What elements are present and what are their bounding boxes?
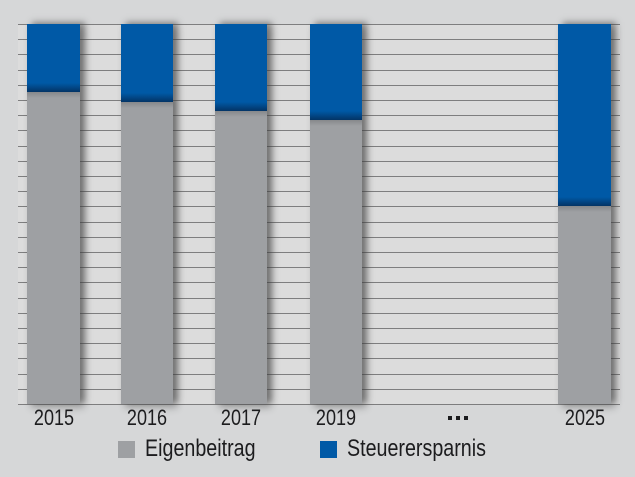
segment-eigenbeitrag — [558, 205, 611, 404]
bar-2019 — [310, 24, 362, 404]
segment-steuerersparnis — [27, 24, 80, 93]
segment-eigenbeitrag — [215, 110, 267, 404]
segment-steuerersparnis — [121, 24, 173, 102]
legend-label-eigenbeitrag: Eigenbeitrag — [145, 435, 256, 462]
x-label-2025: 2025 — [564, 405, 606, 430]
legend-item-eigenbeitrag: Eigenbeitrag — [118, 436, 280, 462]
steuerersparnis-swatch-icon — [320, 440, 338, 458]
x-label-2017: 2017 — [220, 405, 262, 430]
segment-steuerersparnis — [310, 24, 362, 120]
x-label-2016: 2016 — [126, 405, 168, 430]
skipped-years-dots — [447, 406, 468, 430]
plot-area — [18, 24, 620, 405]
bar-2025 — [558, 24, 611, 404]
segment-eigenbeitrag — [310, 119, 362, 404]
segment-eigenbeitrag — [27, 92, 80, 404]
segment-eigenbeitrag — [121, 101, 173, 404]
bar-2015 — [27, 24, 80, 404]
x-label-2019: 2019 — [315, 405, 356, 430]
x-label-2015: 2015 — [33, 405, 74, 430]
gridline — [18, 404, 620, 405]
eigenbeitrag-swatch-icon — [118, 440, 136, 458]
legend: Eigenbeitrag Steuerersparnis — [0, 436, 635, 462]
bar-2017 — [215, 24, 267, 404]
segment-steuerersparnis — [558, 24, 611, 206]
bar-2016 — [121, 24, 173, 404]
legend-item-steuerersparnis: Steuerersparnis — [320, 436, 516, 462]
legend-label-steuerersparnis: Steuerersparnis — [347, 435, 487, 462]
segment-steuerersparnis — [215, 24, 267, 111]
